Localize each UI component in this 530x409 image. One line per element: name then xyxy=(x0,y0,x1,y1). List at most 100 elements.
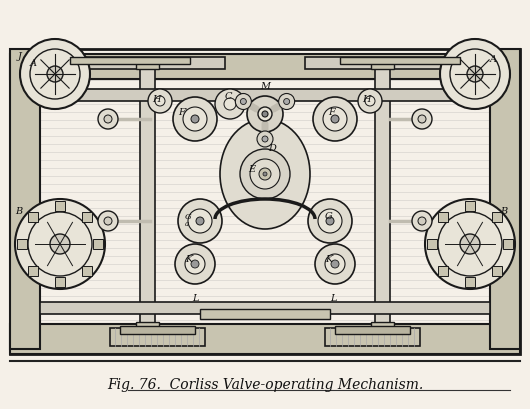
Circle shape xyxy=(240,99,246,105)
Circle shape xyxy=(188,209,212,233)
Text: B: B xyxy=(15,207,22,216)
Text: K: K xyxy=(325,255,332,264)
Text: F': F' xyxy=(178,108,188,117)
Text: C: C xyxy=(225,92,233,101)
Circle shape xyxy=(98,211,118,231)
Circle shape xyxy=(418,115,426,123)
Circle shape xyxy=(313,97,357,141)
Bar xyxy=(503,239,513,249)
Circle shape xyxy=(460,234,480,254)
Circle shape xyxy=(155,96,165,106)
Bar xyxy=(305,57,505,69)
Bar xyxy=(28,266,38,276)
Circle shape xyxy=(258,107,272,121)
Circle shape xyxy=(185,254,205,274)
Circle shape xyxy=(467,66,483,82)
Circle shape xyxy=(148,89,172,113)
Circle shape xyxy=(28,212,92,276)
Circle shape xyxy=(191,115,199,123)
Text: G: G xyxy=(325,212,333,221)
Circle shape xyxy=(331,260,339,268)
Text: L: L xyxy=(192,294,199,303)
Bar xyxy=(10,54,520,79)
Circle shape xyxy=(20,39,90,109)
Circle shape xyxy=(262,136,268,142)
Circle shape xyxy=(50,234,70,254)
Circle shape xyxy=(326,217,334,225)
Circle shape xyxy=(183,107,207,131)
Bar xyxy=(200,309,330,319)
Bar xyxy=(17,239,27,249)
Text: A: A xyxy=(490,55,497,64)
Ellipse shape xyxy=(220,119,310,229)
Circle shape xyxy=(323,107,347,131)
Circle shape xyxy=(418,217,426,225)
Circle shape xyxy=(438,212,502,276)
Bar xyxy=(120,326,195,334)
Text: E: E xyxy=(248,165,255,174)
Bar xyxy=(492,212,502,222)
Circle shape xyxy=(247,96,283,132)
Bar xyxy=(492,266,502,276)
Bar xyxy=(40,302,490,314)
Circle shape xyxy=(104,217,112,225)
Text: H: H xyxy=(152,95,161,104)
Text: M: M xyxy=(260,82,270,91)
Circle shape xyxy=(279,94,295,110)
Bar xyxy=(10,49,40,349)
Circle shape xyxy=(425,199,515,289)
Circle shape xyxy=(47,66,63,82)
Circle shape xyxy=(250,159,280,189)
Circle shape xyxy=(240,149,290,199)
Circle shape xyxy=(178,199,222,243)
Circle shape xyxy=(175,244,215,284)
Circle shape xyxy=(257,131,273,147)
Circle shape xyxy=(315,244,355,284)
Bar xyxy=(40,89,490,101)
Bar xyxy=(335,326,410,334)
Circle shape xyxy=(325,254,345,274)
Circle shape xyxy=(173,97,217,141)
Text: A: A xyxy=(30,59,37,68)
Circle shape xyxy=(98,109,118,129)
Bar xyxy=(465,277,475,287)
Bar xyxy=(10,49,520,354)
Bar xyxy=(325,328,420,346)
Bar xyxy=(136,59,159,69)
Text: Fig. 76.  Corliss Valve‐operating Mechanism.: Fig. 76. Corliss Valve‐operating Mechani… xyxy=(107,378,423,392)
Bar xyxy=(140,59,155,329)
Text: J: J xyxy=(18,52,22,61)
Bar xyxy=(82,266,92,276)
Bar xyxy=(55,277,65,287)
Bar xyxy=(10,324,520,354)
Text: B: B xyxy=(500,207,507,216)
Circle shape xyxy=(104,115,112,123)
Circle shape xyxy=(308,199,352,243)
Text: F: F xyxy=(328,108,335,117)
Bar xyxy=(375,59,390,329)
Bar xyxy=(490,49,520,349)
Text: L: L xyxy=(330,294,337,303)
Bar xyxy=(438,266,448,276)
Bar xyxy=(82,212,92,222)
Circle shape xyxy=(263,172,267,176)
Bar xyxy=(25,57,225,69)
Bar xyxy=(371,322,394,332)
Bar xyxy=(427,239,437,249)
Bar xyxy=(93,239,103,249)
Bar xyxy=(55,201,65,211)
Text: H: H xyxy=(362,95,370,104)
Bar xyxy=(340,57,460,64)
Circle shape xyxy=(262,111,268,117)
Bar xyxy=(465,201,475,211)
Circle shape xyxy=(215,89,245,119)
Bar xyxy=(70,57,190,64)
Bar xyxy=(110,328,205,346)
Bar xyxy=(28,212,38,222)
FancyArrowPatch shape xyxy=(273,103,284,109)
Circle shape xyxy=(224,98,236,110)
Text: D: D xyxy=(268,144,276,153)
Circle shape xyxy=(191,260,199,268)
Bar xyxy=(136,322,159,332)
Circle shape xyxy=(365,96,375,106)
